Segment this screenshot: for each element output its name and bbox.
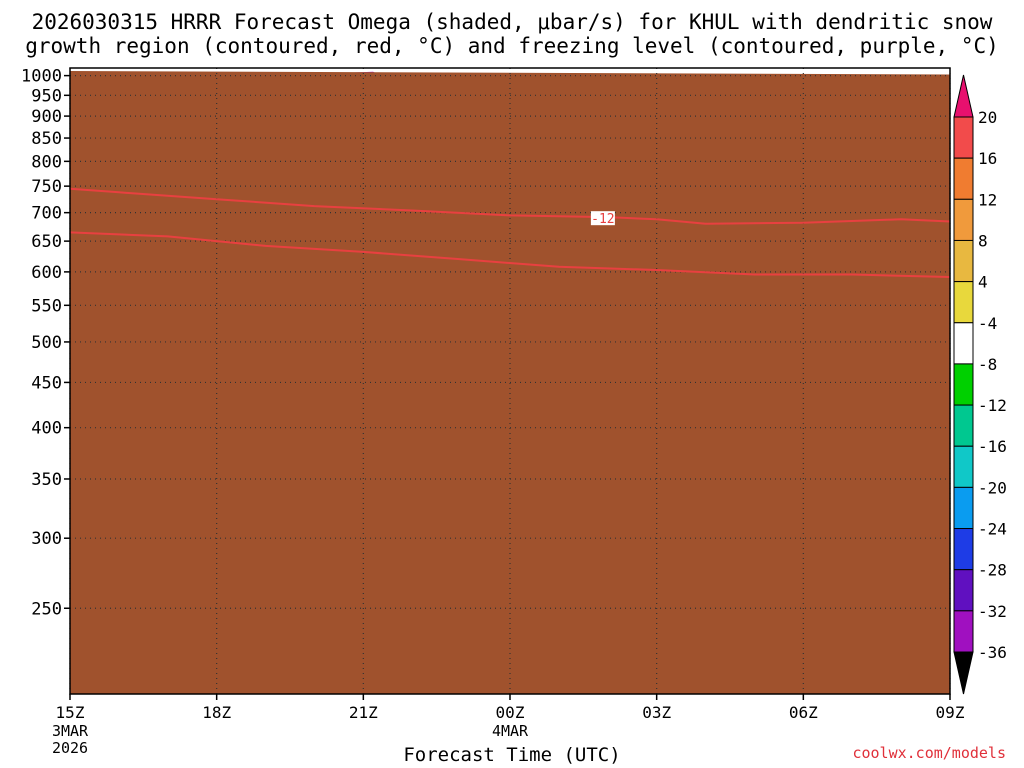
y-tick-label: 350 xyxy=(31,470,62,490)
contour-label: -12 xyxy=(591,212,614,227)
y-axis: 2503003504004505005506006507007508008509… xyxy=(21,67,70,619)
y-tick-label: 450 xyxy=(31,373,62,393)
y-tick-label: 750 xyxy=(31,177,62,197)
y-tick-label: 250 xyxy=(31,599,62,619)
y-tick-label: 550 xyxy=(31,296,62,316)
x-tick-label: 03Z xyxy=(642,703,671,722)
colorbar-level-label: -12 xyxy=(978,396,1007,415)
x-tick-label: 18Z xyxy=(202,703,231,722)
colorbar-bottom-arrow xyxy=(953,651,974,695)
x-axis-label: Forecast Time (UTC) xyxy=(403,744,621,766)
colorbar-level-label: 20 xyxy=(978,108,997,127)
colorbar-segment xyxy=(953,116,974,159)
y-tick-label: 300 xyxy=(31,529,62,549)
colorbar-level-label: -8 xyxy=(978,355,997,374)
colorbar: 20 16 12 8 4 -4 -8 -12 -16 -20 -24 -28 -32 -36 xyxy=(953,74,1007,695)
x-tick-label: 15Z xyxy=(56,703,85,722)
colorbar-level-label: -28 xyxy=(978,561,1007,580)
colorbar-level-label: -32 xyxy=(978,602,1007,621)
colorbar-segment xyxy=(953,610,974,653)
y-tick-label: 950 xyxy=(31,86,62,106)
y-tick-label: 700 xyxy=(31,204,62,224)
colorbar-level-label: -24 xyxy=(978,520,1007,539)
y-tick-label: 600 xyxy=(31,263,62,283)
colorbar-segment xyxy=(953,322,974,365)
colorbar-level-label: -4 xyxy=(978,314,997,333)
y-tick-label: 400 xyxy=(31,419,62,439)
colorbar-segment xyxy=(953,281,974,324)
colorbar-level-label: 16 xyxy=(978,149,997,168)
colorbar-segment xyxy=(953,404,974,447)
colorbar-segment xyxy=(953,528,974,571)
chart-title-line2: growth region (contoured, red, °C) and f… xyxy=(25,34,999,58)
x-tick-label: 21Z xyxy=(349,703,378,722)
y-tick-label: 650 xyxy=(31,232,62,252)
colorbar-level-label: -36 xyxy=(978,643,1007,662)
x-tick-sublabel: 4MAR xyxy=(492,722,529,740)
colorbar-segment xyxy=(953,198,974,241)
colorbar-segment xyxy=(953,445,974,488)
colorbar-segment xyxy=(953,363,974,406)
dendritic-contour-line xyxy=(69,231,951,278)
x-tick-label: 09Z xyxy=(936,703,965,722)
colorbar-level-label: 4 xyxy=(978,273,988,292)
y-tick-label: 1000 xyxy=(21,67,62,87)
colorbar-segment xyxy=(953,486,974,530)
colorbar-top-arrow xyxy=(953,74,974,118)
colorbar-segment xyxy=(953,157,974,200)
colorbar-segment xyxy=(953,569,974,612)
x-tick-label: 00Z xyxy=(496,703,525,722)
colorbar-level-label: -20 xyxy=(978,478,1007,497)
y-tick-label: 850 xyxy=(31,129,62,149)
colorbar-level-label: 12 xyxy=(978,190,997,209)
gridlines xyxy=(69,68,951,694)
colorbar-segment xyxy=(953,239,974,283)
x-tick-sublabel: 3MAR xyxy=(52,722,89,740)
contour-label-bg xyxy=(590,211,615,226)
dendritic-contour-line xyxy=(69,187,951,225)
x-tick-label: 06Z xyxy=(789,703,818,722)
y-tick-label: 900 xyxy=(31,107,62,127)
x-tick-sublabel: 2026 xyxy=(52,739,88,757)
site-credit: coolwx.com/models xyxy=(852,744,1006,762)
chart-title-line1: 2026030315 HRRR Forecast Omega (shaded, … xyxy=(31,10,993,34)
colorbar-level-label: 8 xyxy=(978,231,988,250)
colorbar-level-label: -16 xyxy=(978,437,1007,456)
y-tick-label: 800 xyxy=(31,152,62,172)
y-tick-label: 500 xyxy=(31,333,62,353)
